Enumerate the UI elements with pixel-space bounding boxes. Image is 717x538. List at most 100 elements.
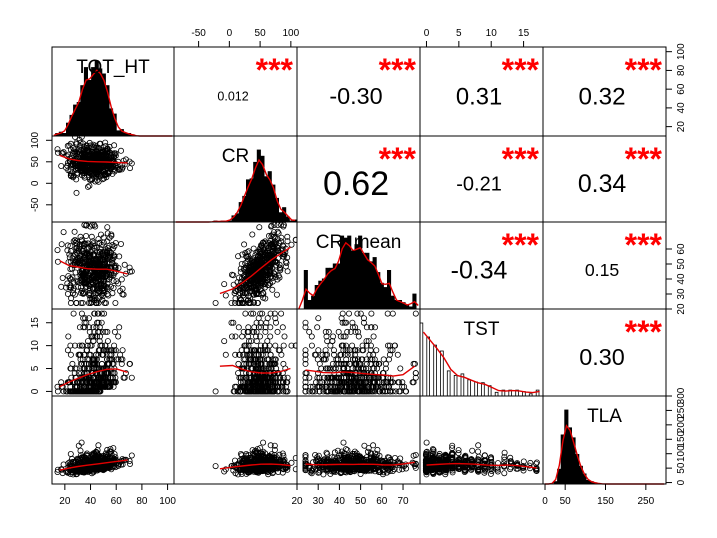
data-point (281, 361, 286, 366)
data-point (105, 339, 110, 344)
data-point (76, 443, 81, 448)
data-point (340, 343, 345, 348)
data-point (413, 311, 418, 316)
data-point (59, 163, 64, 168)
data-point (116, 334, 121, 339)
data-point (68, 352, 73, 357)
data-point (68, 451, 73, 456)
data-point (385, 311, 390, 316)
data-point (257, 225, 262, 230)
data-point (223, 352, 228, 357)
data-point (55, 248, 60, 253)
scatter-panel-CR_mean-vs-CR (213, 222, 298, 305)
data-point (213, 389, 218, 394)
data-point (371, 334, 376, 339)
data-point (280, 325, 285, 330)
data-point (213, 300, 218, 305)
scatter-panel-TLA-vs-CR_mean (303, 440, 419, 477)
data-point (316, 316, 321, 321)
data-point (261, 440, 266, 445)
data-point (118, 148, 123, 153)
data-point (242, 242, 247, 247)
scatter-panel-TLA-vs-TOT_HT (55, 440, 134, 477)
data-point (222, 339, 227, 344)
data-point (390, 311, 395, 316)
data-point (424, 440, 429, 445)
scatter-panel-TLA-vs-TST (423, 440, 539, 477)
data-point (341, 440, 346, 445)
data-point (100, 294, 105, 299)
data-point (87, 183, 92, 188)
data-point (113, 300, 118, 305)
data-point (79, 440, 84, 445)
data-point (281, 343, 286, 348)
data-point (74, 190, 79, 195)
data-point (285, 269, 290, 274)
data-point (61, 462, 66, 467)
data-point (84, 233, 89, 238)
data-point (374, 348, 379, 353)
data-point (71, 311, 76, 316)
data-point (293, 237, 298, 242)
scatter-panel-CR-vs-TOT_HT (55, 134, 134, 195)
data-point (279, 352, 284, 357)
scatter-panel-TST-vs-TOT_HT (55, 311, 134, 394)
data-point (332, 450, 337, 455)
data-point (59, 284, 64, 289)
data-point (362, 443, 367, 448)
scatter-panel-TLA-vs-CR (213, 440, 298, 477)
data-point (213, 464, 218, 469)
data-point (236, 325, 241, 330)
data-point (105, 225, 110, 230)
data-point (265, 339, 270, 344)
data-point (229, 300, 234, 305)
data-point (345, 448, 350, 453)
data-point (309, 343, 314, 348)
data-point (489, 468, 494, 473)
data-point (251, 246, 256, 251)
data-point (74, 300, 79, 305)
data-point (59, 242, 64, 247)
data-point (274, 292, 279, 297)
data-point (122, 262, 127, 267)
data-point (229, 334, 234, 339)
data-point (223, 293, 228, 298)
data-point (256, 316, 261, 321)
data-point (476, 443, 481, 448)
data-point (105, 239, 110, 244)
scatter-panel-TST-vs-CR (213, 311, 298, 394)
data-point (85, 184, 90, 189)
data-point (66, 334, 71, 339)
data-point (117, 325, 122, 330)
data-point (346, 311, 351, 316)
data-point (250, 232, 255, 237)
data-point (369, 311, 374, 316)
data-point (243, 311, 248, 316)
data-point (270, 287, 275, 292)
data-point (112, 143, 117, 148)
data-point (68, 249, 73, 254)
data-point (118, 241, 123, 246)
data-point (275, 329, 280, 334)
data-point (282, 334, 287, 339)
data-point (129, 453, 134, 458)
data-point (106, 293, 111, 298)
data-point (398, 366, 403, 371)
data-point (279, 311, 284, 316)
data-point (61, 230, 66, 235)
data-point (273, 343, 278, 348)
data-point (358, 311, 363, 316)
data-point (275, 222, 280, 227)
data-point (222, 282, 227, 287)
data-point (72, 229, 77, 234)
data-point (112, 329, 117, 334)
data-point (96, 443, 101, 448)
data-point (293, 467, 298, 472)
data-point (60, 275, 65, 280)
data-point (55, 259, 60, 264)
data-point (236, 361, 241, 366)
data-point (315, 325, 320, 330)
data-point (93, 224, 98, 229)
